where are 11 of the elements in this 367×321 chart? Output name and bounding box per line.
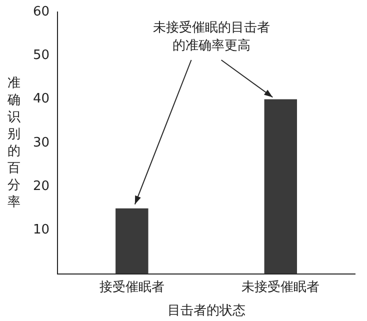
y-tick-label: 50: [32, 48, 50, 64]
y-axis-title: 准确识别的百分率: [6, 76, 20, 210]
y-tick-label: 10: [32, 222, 50, 238]
y-tick-label: 30: [32, 135, 50, 150]
y-tick-label: 40: [32, 92, 50, 107]
y-tick-label: 20: [32, 178, 50, 194]
x-axis-title: 目击者的状态: [167, 304, 246, 319]
y-tick-label: 60: [32, 4, 50, 20]
x-tick-label: 未接受催眠者: [242, 280, 320, 295]
annotation: 未接受催眠的目击者的准确率更高: [152, 20, 270, 54]
x-tick-label: 接受催眠者: [99, 280, 164, 295]
